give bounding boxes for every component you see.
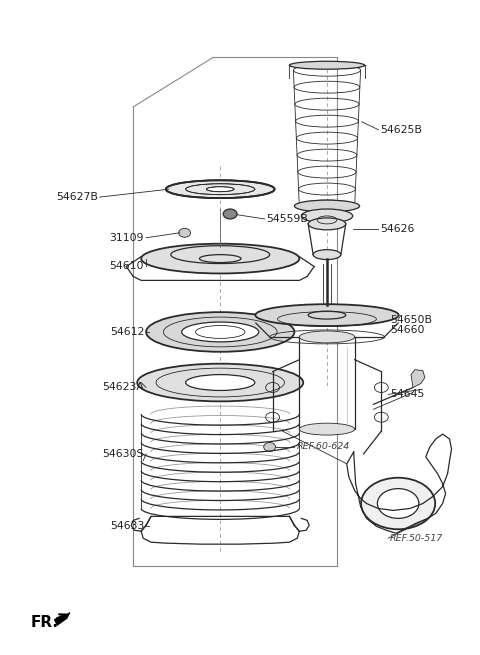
- Ellipse shape: [146, 312, 294, 352]
- Ellipse shape: [166, 180, 275, 198]
- Text: 54626: 54626: [380, 224, 415, 234]
- Ellipse shape: [137, 364, 303, 402]
- Text: REF.50-517: REF.50-517: [390, 534, 444, 543]
- Ellipse shape: [223, 209, 237, 219]
- Ellipse shape: [289, 62, 364, 69]
- Ellipse shape: [179, 229, 191, 237]
- Text: 54559B: 54559B: [267, 214, 309, 224]
- Ellipse shape: [206, 187, 234, 192]
- Text: 31109: 31109: [109, 233, 144, 243]
- Polygon shape: [411, 369, 425, 388]
- Text: 54650B: 54650B: [390, 315, 432, 325]
- Text: REF.60-624: REF.60-624: [296, 443, 349, 451]
- Ellipse shape: [361, 477, 435, 529]
- Ellipse shape: [264, 443, 276, 451]
- Ellipse shape: [300, 423, 355, 435]
- Ellipse shape: [182, 322, 259, 342]
- Ellipse shape: [141, 244, 300, 273]
- Text: 54623A: 54623A: [102, 383, 144, 392]
- Text: 54627B: 54627B: [56, 192, 97, 202]
- Polygon shape: [54, 612, 70, 626]
- Ellipse shape: [301, 209, 353, 223]
- Ellipse shape: [186, 375, 255, 390]
- Text: 54633: 54633: [110, 521, 144, 531]
- Ellipse shape: [255, 304, 399, 326]
- Text: 54645: 54645: [390, 390, 425, 400]
- Text: 54660: 54660: [390, 325, 425, 335]
- Text: 54630S: 54630S: [103, 449, 144, 459]
- Ellipse shape: [313, 250, 341, 259]
- Text: 54625B: 54625B: [380, 124, 422, 135]
- Ellipse shape: [300, 331, 355, 343]
- Text: 54610: 54610: [109, 261, 144, 271]
- Ellipse shape: [294, 200, 360, 212]
- Ellipse shape: [377, 489, 419, 518]
- Text: 54612: 54612: [110, 327, 144, 337]
- Ellipse shape: [308, 218, 346, 230]
- Text: FR.: FR.: [30, 615, 59, 630]
